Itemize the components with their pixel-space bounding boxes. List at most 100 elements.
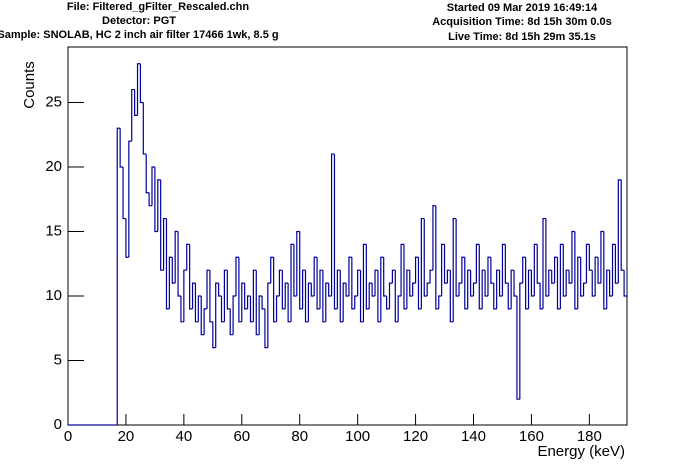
x-tick-label: 60 (233, 428, 250, 445)
histogram-bin (446, 269, 451, 284)
histogram-bin (134, 89, 138, 116)
histogram-bin (469, 270, 474, 297)
histogram-bin (270, 256, 274, 284)
histogram-bin (122, 166, 126, 220)
histogram-bin (562, 244, 567, 297)
histogram-bin (293, 244, 297, 297)
histogram-bin (191, 282, 196, 309)
histogram-bin (336, 269, 341, 309)
histogram-bin (371, 283, 376, 297)
histogram-bin (151, 166, 155, 206)
histogram-bin (498, 270, 503, 297)
histogram-bin (249, 295, 254, 323)
histogram-bin (307, 282, 312, 322)
histogram-bin (429, 269, 433, 284)
histogram-bin (443, 244, 448, 284)
histogram-bin (603, 231, 607, 310)
histogram-bin (467, 269, 471, 309)
histogram-bin (597, 257, 601, 284)
header-right: Acquisition Time: 8d 15h 30m 0.0s (432, 16, 612, 28)
header-left: Detector: PGT (102, 15, 176, 27)
histogram-bin (186, 243, 190, 271)
histogram-bin (165, 218, 170, 310)
histogram-bin (116, 127, 121, 425)
histogram-bin (533, 243, 538, 296)
histogram-bin (345, 283, 349, 297)
histogram-bin (493, 283, 497, 310)
x-tick-label: 160 (519, 428, 544, 445)
histogram-bin (609, 270, 613, 297)
histogram-bin (394, 270, 399, 323)
histogram-bin (490, 257, 494, 284)
histogram-bin (313, 256, 318, 296)
histogram-bin (548, 269, 552, 296)
histogram-bin (553, 256, 558, 284)
x-tick-label: 0 (64, 428, 72, 445)
histogram-bin (377, 270, 381, 323)
histogram-bin (131, 88, 135, 142)
histogram-bin (539, 283, 544, 310)
histogram-bin (606, 269, 610, 309)
histogram-bin (145, 154, 150, 194)
histogram-bin (600, 230, 604, 284)
histogram-bin (455, 218, 460, 297)
histogram-bin (157, 179, 161, 232)
histogram-bin (565, 269, 570, 296)
histogram-bin (252, 269, 257, 322)
histogram-bin (275, 295, 280, 322)
histogram-bin (281, 270, 286, 310)
histogram-bin (501, 243, 506, 296)
histogram-bin (189, 244, 193, 310)
y-tick-label: 25 (45, 93, 62, 110)
histogram-bin (261, 295, 265, 310)
histogram-bin (212, 321, 216, 349)
x-axis-label: Energy (keV) (537, 443, 625, 460)
histogram-bin (571, 230, 575, 284)
histogram-bin (290, 243, 294, 322)
histogram-bin (374, 269, 378, 296)
histogram-bin (591, 270, 596, 297)
header-right: Live Time: 8d 15h 29m 35.1s (448, 31, 596, 43)
histogram-bin (519, 282, 523, 400)
histogram-bin (481, 269, 486, 309)
x-tick-label: 140 (461, 428, 486, 445)
histogram-bin (125, 218, 129, 258)
histogram-bin (220, 295, 225, 323)
histogram-bin (611, 243, 616, 296)
histogram-bin (412, 282, 416, 296)
histogram-bin (267, 282, 271, 348)
histogram-bin (542, 217, 546, 309)
histogram-bin (452, 217, 457, 322)
histogram-bin (461, 256, 465, 284)
histogram-bin (354, 295, 358, 309)
y-tick-label: 5 (54, 351, 62, 368)
histogram-bin (368, 282, 373, 309)
header-left: Sample: SNOLAB, HC 2 inch air filter 174… (0, 29, 279, 41)
histogram-bin (588, 244, 593, 271)
histogram-bin (246, 295, 251, 309)
histogram-bin (510, 269, 515, 309)
histogram-bin (258, 295, 263, 335)
histogram-bin (507, 283, 512, 310)
histogram-bin (319, 269, 323, 309)
histogram-bin (432, 205, 436, 271)
histogram-bin (183, 269, 187, 322)
histogram-bin (420, 217, 425, 309)
histogram-bin (197, 295, 202, 322)
histogram-bin (299, 231, 303, 310)
histogram-bin (162, 217, 167, 271)
histogram-bin (406, 269, 410, 309)
histogram-bin (365, 244, 370, 310)
histogram-bin (545, 218, 549, 297)
histogram-bin (244, 283, 248, 310)
histogram-bin (585, 243, 590, 284)
histogram-bin (142, 102, 147, 155)
histogram-bin (226, 270, 231, 310)
histogram-bin (620, 179, 625, 271)
histogram-bin (623, 270, 627, 297)
histogram-bin (582, 282, 587, 296)
histogram-bin (475, 243, 480, 284)
histogram-bin (559, 243, 564, 309)
histogram-bin (128, 140, 132, 258)
histogram-bin (229, 308, 234, 336)
